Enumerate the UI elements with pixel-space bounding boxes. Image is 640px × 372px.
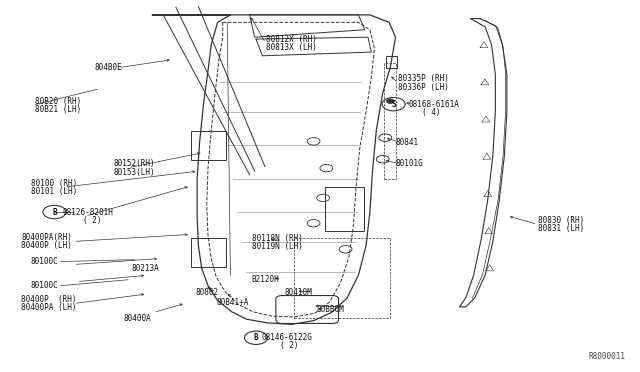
Text: 80862: 80862: [195, 288, 218, 296]
Text: 80152(RH): 80152(RH): [114, 159, 156, 168]
Text: 80813X (LH): 80813X (LH): [266, 43, 316, 52]
Text: 80830 (RH): 80830 (RH): [538, 216, 584, 225]
Text: 80336P (LH): 80336P (LH): [398, 83, 449, 92]
Text: 08126-8201H: 08126-8201H: [63, 208, 113, 217]
Text: B: B: [253, 333, 259, 342]
Text: 80400A: 80400A: [124, 314, 151, 323]
Text: 08146-6122G: 08146-6122G: [261, 333, 312, 342]
Text: 80101G: 80101G: [396, 159, 423, 168]
Text: 80118N (RH): 80118N (RH): [252, 234, 302, 243]
Text: 80101 (LH): 80101 (LH): [31, 187, 77, 196]
Text: R8000011: R8000011: [589, 352, 626, 361]
Text: 80400PA(RH): 80400PA(RH): [21, 233, 72, 242]
Text: 80100 (RH): 80100 (RH): [31, 179, 77, 187]
Text: B: B: [52, 208, 57, 217]
Text: B2120H: B2120H: [251, 275, 278, 284]
Text: 80119N (LH): 80119N (LH): [252, 242, 302, 251]
Text: 80841: 80841: [396, 138, 419, 147]
Bar: [294, 238, 390, 318]
Bar: [191, 238, 226, 267]
Bar: [191, 131, 226, 160]
Text: 80812X (RH): 80812X (RH): [266, 35, 316, 44]
Text: ( 4): ( 4): [422, 108, 441, 117]
Text: 80335P (RH): 80335P (RH): [398, 74, 449, 83]
Text: 80B41+A: 80B41+A: [216, 298, 249, 307]
Text: 80100C: 80100C: [31, 281, 58, 290]
Text: 80213A: 80213A: [131, 264, 159, 273]
Text: 08168-6161A: 08168-6161A: [408, 100, 459, 109]
Text: 80B20 (RH): 80B20 (RH): [35, 97, 81, 106]
Bar: [386, 56, 397, 68]
Text: S: S: [391, 100, 396, 109]
Text: 80400P (LH): 80400P (LH): [21, 241, 72, 250]
Text: 80153(LH): 80153(LH): [114, 168, 156, 177]
Text: 80B21 (LH): 80B21 (LH): [35, 105, 81, 114]
Bar: [325, 187, 364, 231]
Text: 80400P  (RH): 80400P (RH): [21, 295, 77, 304]
Text: ( 2): ( 2): [280, 341, 299, 350]
Circle shape: [387, 99, 394, 103]
Bar: [384, 63, 396, 179]
Text: 80831 (LH): 80831 (LH): [538, 224, 584, 233]
Text: 80100C: 80100C: [31, 257, 58, 266]
Text: ( 2): ( 2): [83, 216, 102, 225]
Text: 80400PA (LH): 80400PA (LH): [21, 303, 77, 312]
Text: 80410M: 80410M: [285, 288, 312, 296]
Text: 80BB0M: 80BB0M: [317, 305, 344, 314]
Text: 804B0E: 804B0E: [95, 63, 122, 72]
